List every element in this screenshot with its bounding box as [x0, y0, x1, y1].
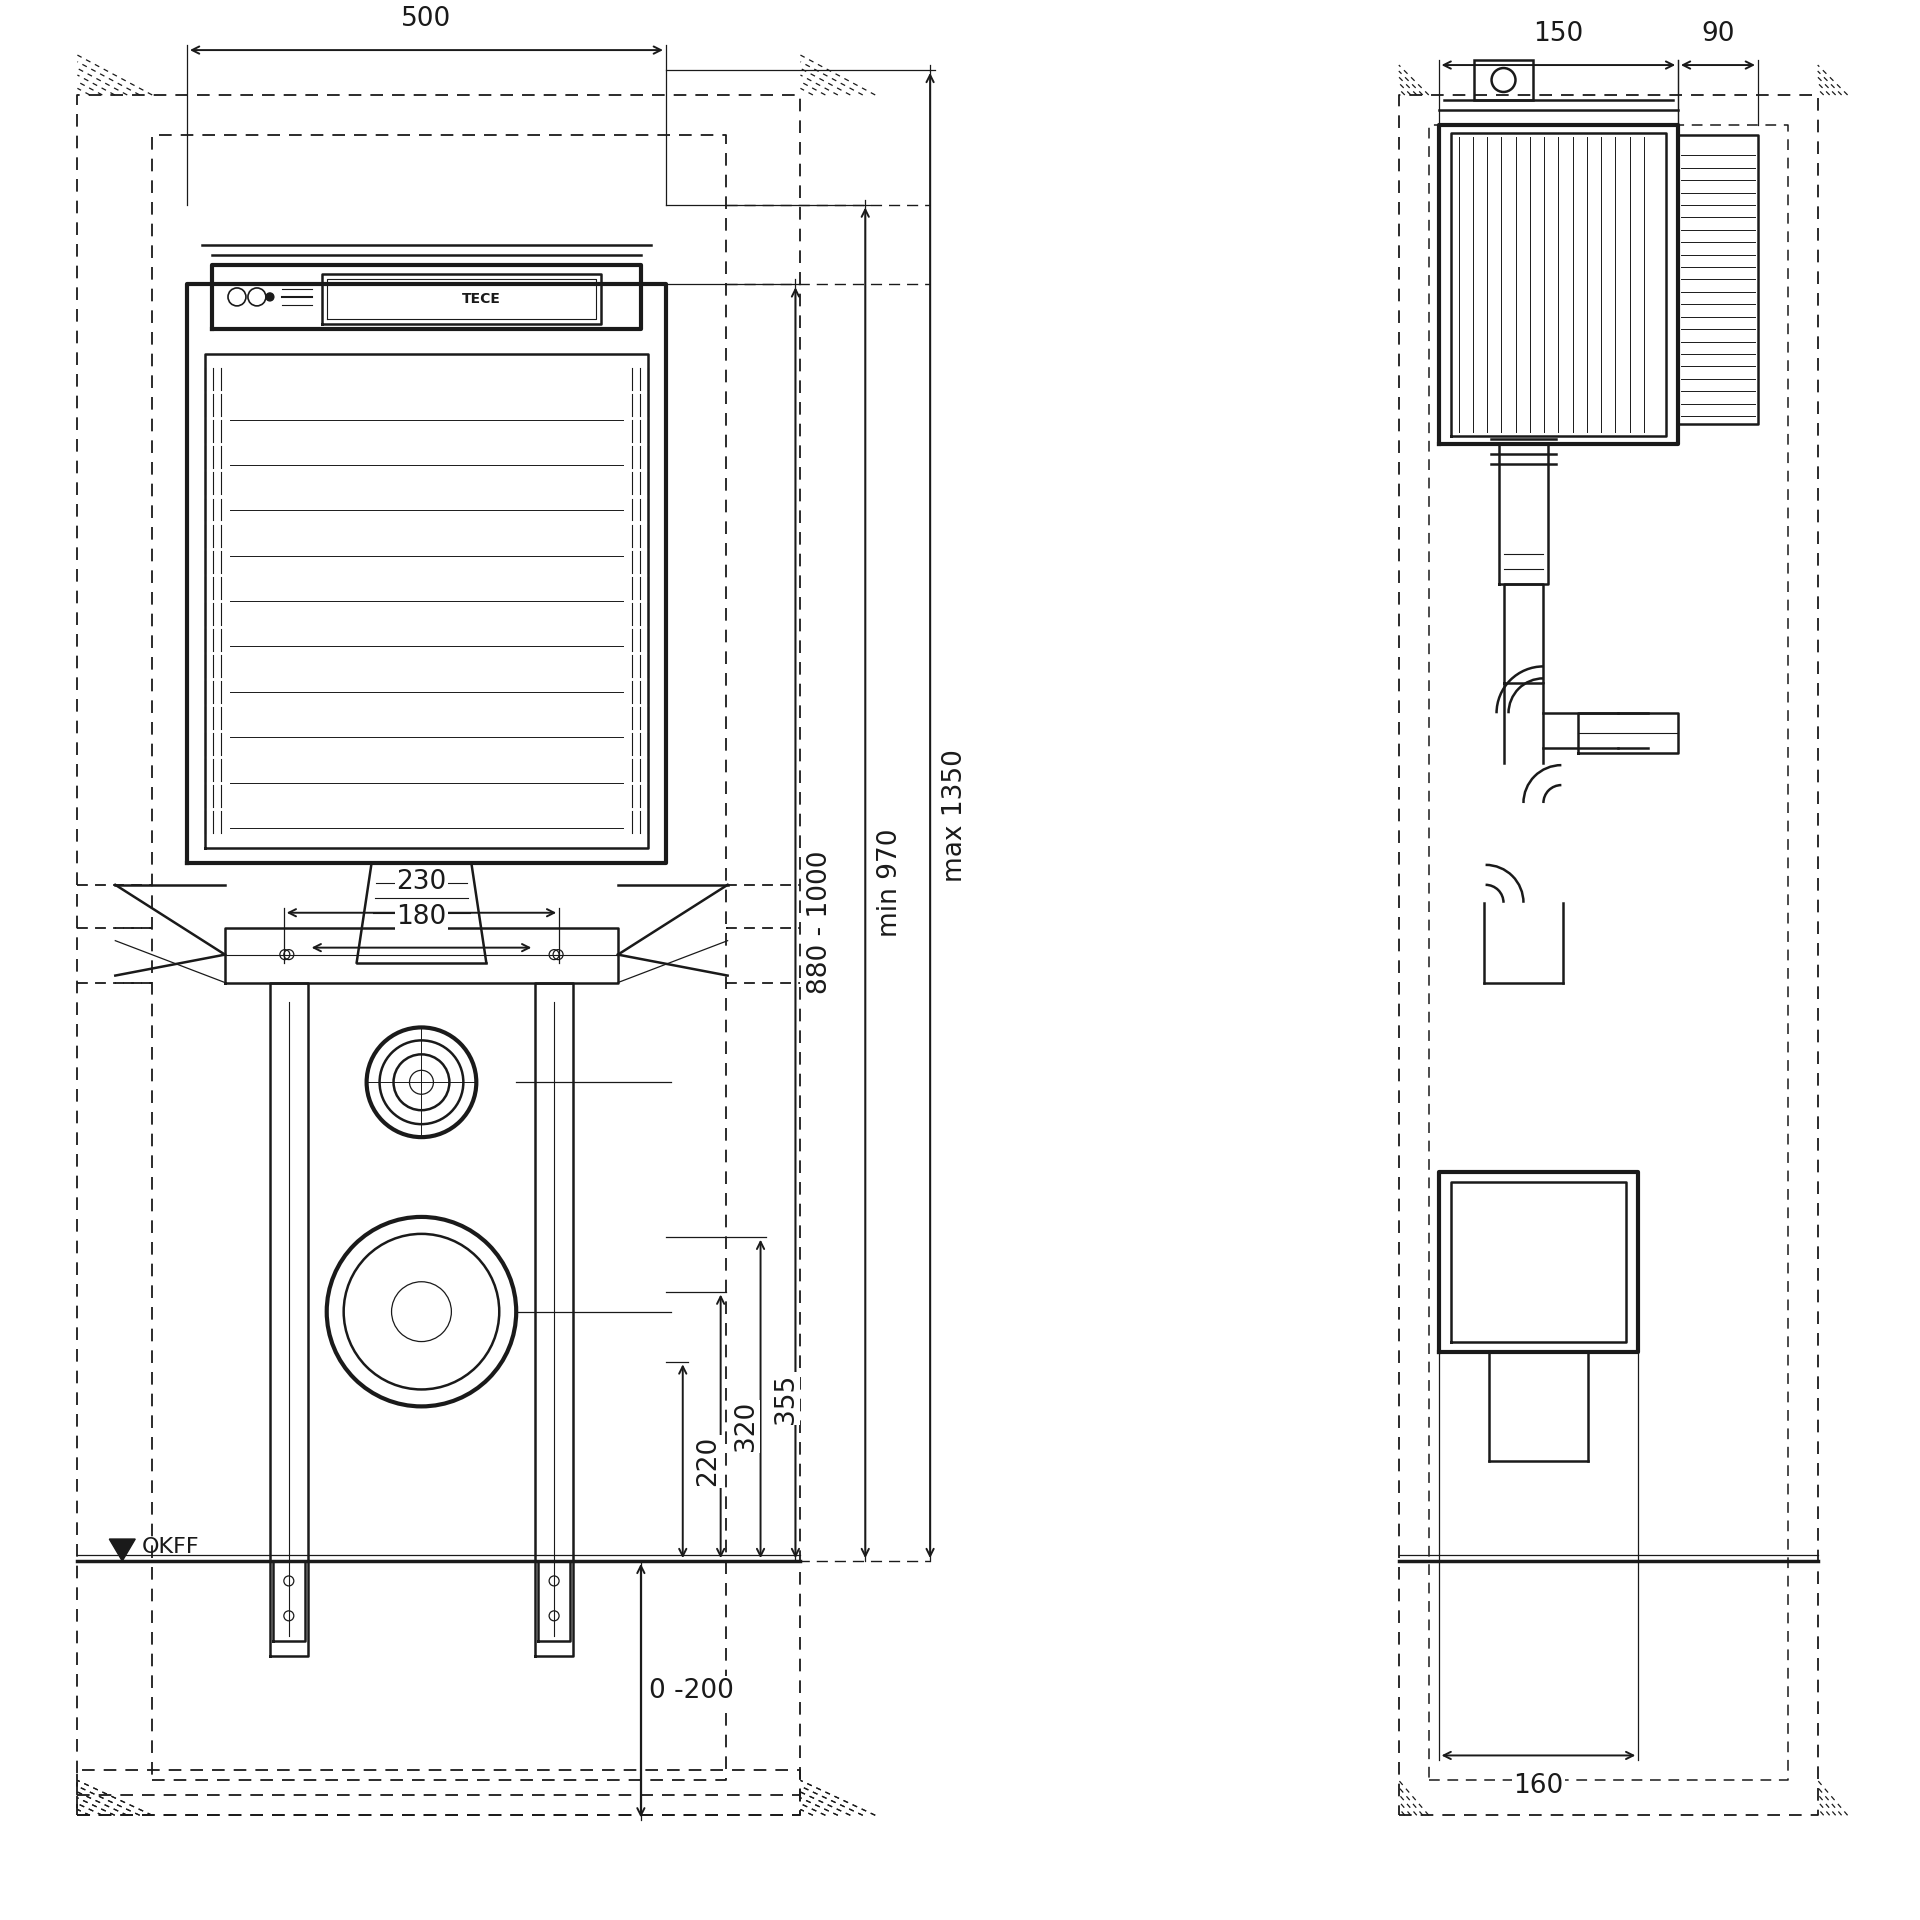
Text: OKFF: OKFF [142, 1538, 200, 1557]
Text: 90: 90 [1701, 21, 1734, 48]
Circle shape [265, 294, 275, 301]
Text: 160: 160 [1513, 1774, 1563, 1799]
Text: 220: 220 [695, 1436, 720, 1486]
Text: 880 - 1000: 880 - 1000 [808, 851, 833, 995]
Text: TECE: TECE [463, 292, 501, 307]
Polygon shape [109, 1540, 134, 1561]
Text: 230: 230 [396, 868, 447, 895]
Text: 180: 180 [396, 904, 447, 929]
Text: min 970: min 970 [877, 829, 902, 937]
Text: 320: 320 [733, 1402, 758, 1452]
Bar [1475, 60, 1534, 100]
Text: 0 -200: 0 -200 [649, 1678, 733, 1703]
Text: max 1350: max 1350 [943, 749, 968, 881]
Text: 150: 150 [1534, 21, 1584, 48]
Text: 355: 355 [772, 1375, 799, 1425]
Text: 500: 500 [401, 6, 451, 33]
